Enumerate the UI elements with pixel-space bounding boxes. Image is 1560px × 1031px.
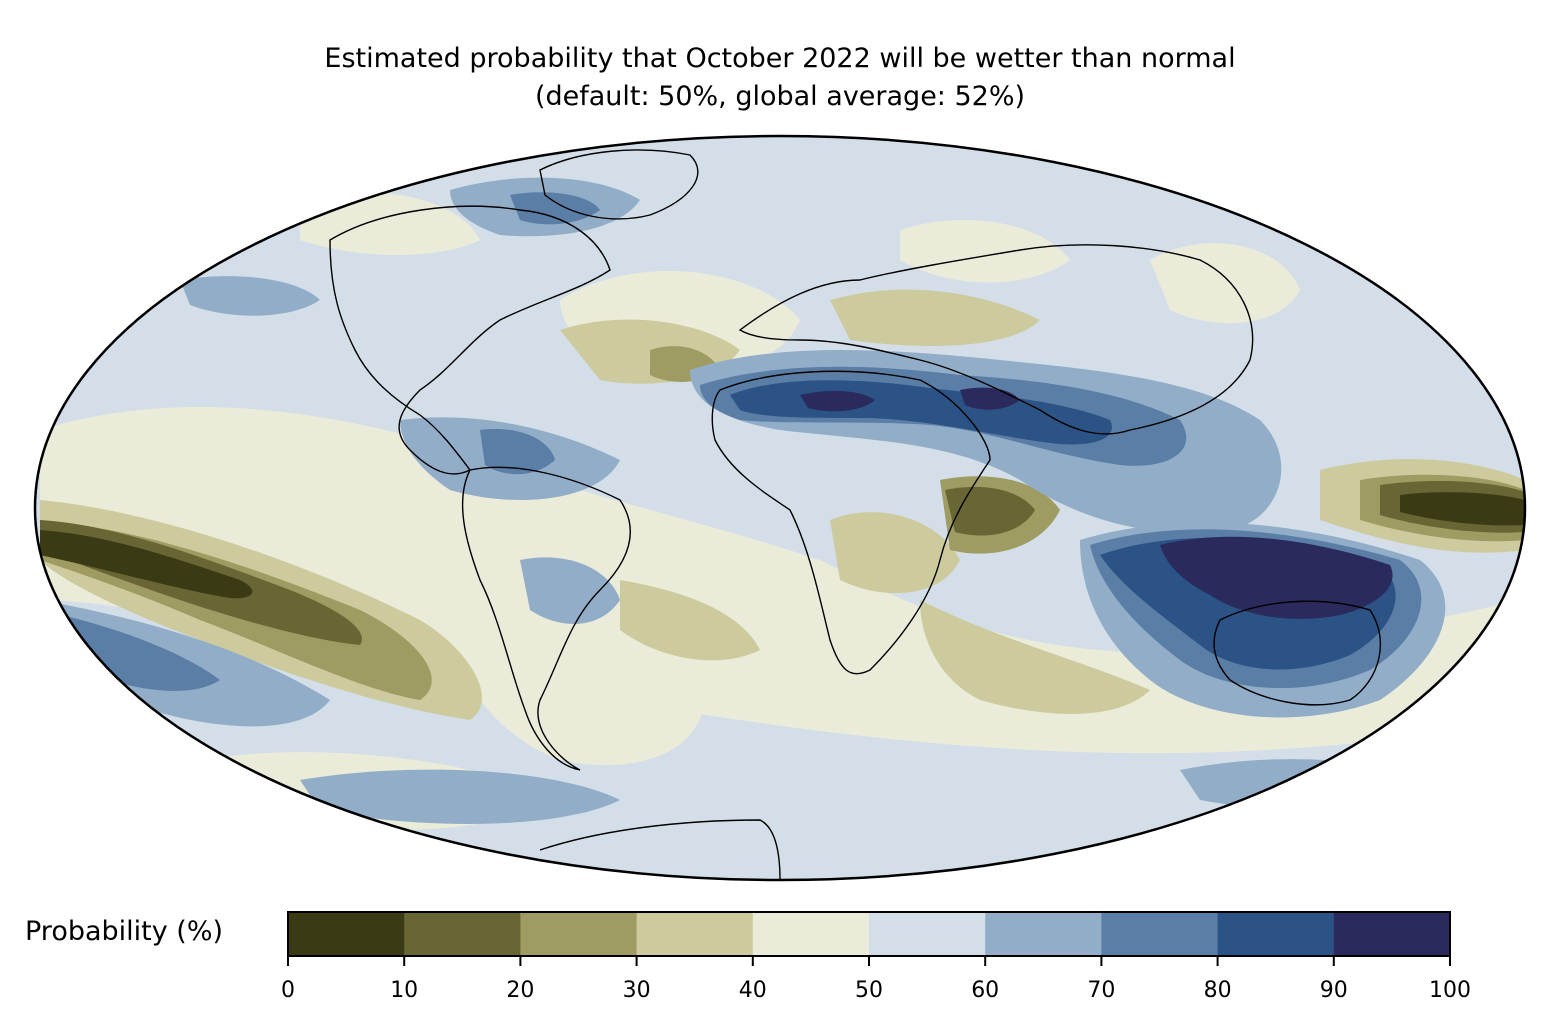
title-line-1: Estimated probability that October 2022 … [324,43,1236,74]
colorbar-tick-label: 30 [623,978,651,1003]
colorbar-cell [520,912,638,956]
colorbar-tick-label: 50 [855,978,883,1003]
australia-outline [1213,600,1382,706]
colorbar-tick-label: 80 [1204,978,1232,1003]
world-map [33,134,1527,882]
colorbar-cell [985,912,1102,956]
colorbar-tick-label: 10 [390,978,418,1003]
coastlines [329,149,1382,880]
colorbar-cell [1333,912,1451,956]
colorbar-tick-label: 70 [1087,978,1115,1003]
antarctica-outline [539,819,781,880]
colorbar-tick-label: 60 [971,978,999,1003]
europe-asia-outline [738,244,1254,435]
greenland-outline [539,149,699,220]
colorbar-label: Probability (%) [25,916,224,947]
colorbar-tick-label: 100 [1429,978,1471,1003]
colorbar-cell [869,912,986,956]
colorbar-cells [288,912,1451,956]
map-boundary [33,134,1527,882]
colorbar-cell [404,912,521,956]
colorbar-tick-label: 40 [739,978,767,1003]
colorbar-cell [752,912,870,956]
colorbar-cell [636,912,754,956]
colorbar-ticks: 0 10 20 30 40 50 60 70 80 90 100 [281,956,1471,1003]
probability-field [35,136,1525,880]
africa-outline [711,370,991,675]
chart-title: Estimated probability that October 2022 … [0,40,1560,116]
south-america-outline [461,466,632,771]
colorbar-tick-label: 90 [1320,978,1348,1003]
colorbar-cell [288,912,405,956]
colorbar-tick-label: 20 [506,978,534,1003]
north-america-outline [329,205,611,475]
colorbar-cell [1101,912,1219,956]
band-0-10 [40,492,1525,599]
title-line-2: (default: 50%, global average: 52%) [534,81,1026,112]
colorbar-cell [1217,912,1335,956]
colorbar-tick-label: 0 [281,978,295,1003]
